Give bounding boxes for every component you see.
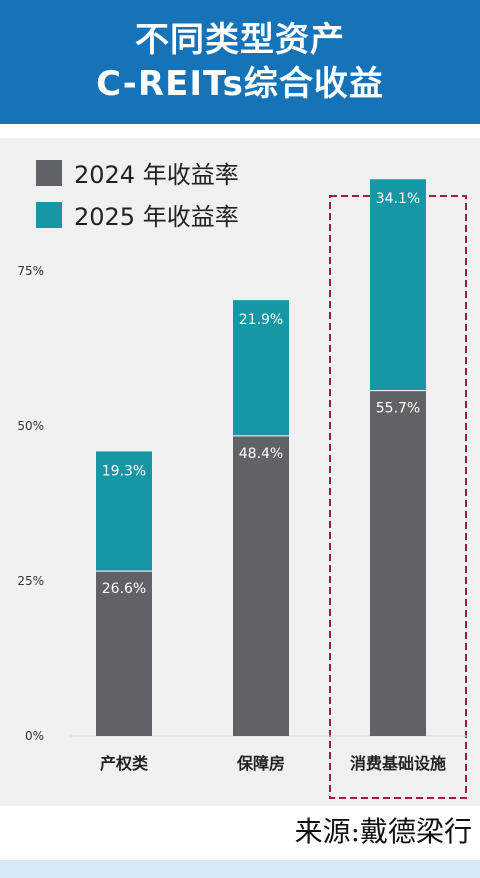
bottom-strip [0,860,480,878]
legend-swatch [36,202,62,228]
data-label-2025: 21.9% [239,312,283,328]
y-tick-label: 75% [17,264,44,278]
source-credit: 来源:戴德梁行 [294,815,472,848]
data-label-2024: 48.4% [239,446,283,462]
bar-2025 [233,300,289,436]
data-label-2025: 19.3% [102,463,146,479]
bar-2024 [233,435,289,736]
title-line-2: C-REITs综合收益 [96,64,384,104]
legend-label: 2024 年收益率 [74,161,239,189]
category-label: 消费基础设施 [350,754,446,773]
data-label-2024: 55.7% [376,401,420,417]
y-tick-label: 50% [17,419,44,433]
category-label: 产权类 [100,754,149,773]
bar-2025 [370,179,426,391]
legend-label: 2025 年收益率 [74,203,239,231]
data-label-2024: 26.6% [102,581,146,597]
y-tick-label: 25% [17,574,44,588]
chart-header: 不同类型资产 C-REITs综合收益 [0,0,480,124]
stacked-bar-chart: 0% 25% 50% 75% 26.6% 19.3% 产权类 48.4% 21.9% 保障房 55.… [17,160,468,799]
category-label: 保障房 [236,754,285,773]
bar-2024 [370,390,426,736]
legend-swatch [36,160,62,186]
chart-panel: 0% 25% 50% 75% 26.6% 19.3% 产权类 48.4% 21.9% 保障房 55.… [0,138,480,806]
data-label-2025: 34.1% [376,191,420,207]
title-line-1: 不同类型资产 [135,20,345,60]
y-tick-label: 0% [25,729,44,743]
bar-2025 [96,451,152,572]
bar-2024 [96,571,152,736]
